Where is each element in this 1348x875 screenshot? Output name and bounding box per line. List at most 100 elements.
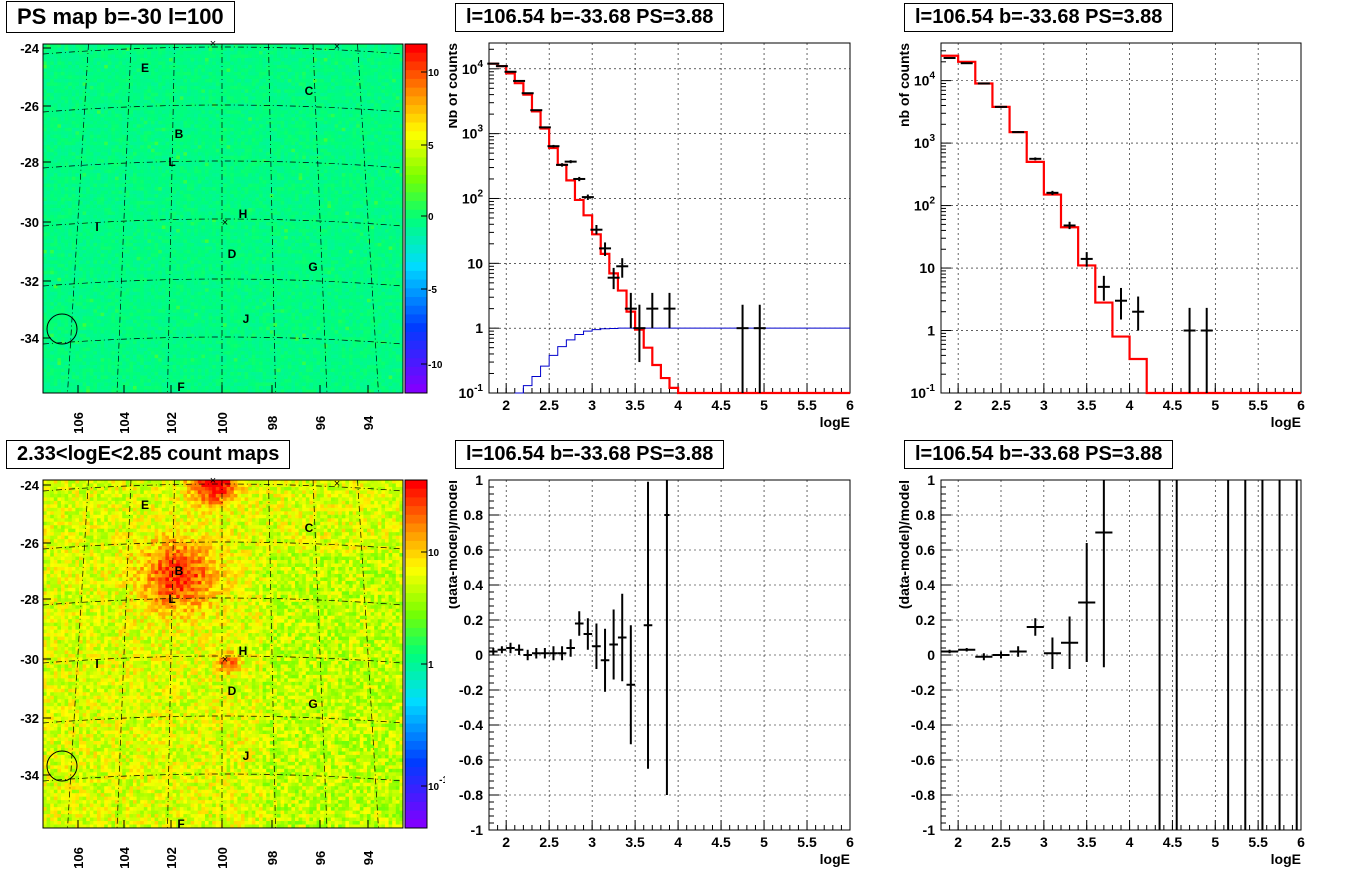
y-axis-label: (data-model)/model <box>449 480 460 609</box>
y-tick-label: -0.8 <box>911 787 935 803</box>
map-y-tick-label: -34 <box>20 331 40 346</box>
source-marker: × <box>210 38 216 50</box>
map-y-tick-label: -24 <box>20 41 40 56</box>
x-tick-label: 2 <box>954 397 962 413</box>
y-tick-label: 104 <box>914 71 936 89</box>
ps-map-panel: 106 104 102 100 98 96 94 -24 -26 -28 -30 -32 -34 E C B L… <box>0 0 445 437</box>
y-tick-label: 0 <box>475 647 483 663</box>
count-map-title: 2.33<logE<2.85 count maps <box>6 440 291 469</box>
colorbar-cell <box>405 645 427 655</box>
y-tick-label: 10 <box>467 255 483 271</box>
map-meridian <box>357 43 379 394</box>
colorbar-cell <box>405 270 427 281</box>
source-label: I <box>95 657 98 671</box>
colorbar-cell <box>405 488 427 498</box>
colorbar-cell <box>405 619 427 629</box>
source-label: J <box>243 312 250 326</box>
colorbar-cell <box>405 506 427 516</box>
colorbar-cell <box>405 375 427 385</box>
x-tick-label: 2 <box>502 397 510 413</box>
y-axis-label: Nb of counts <box>449 43 460 129</box>
source-label: I <box>95 220 98 234</box>
map-y-tick-label: -32 <box>20 711 39 726</box>
y-tick-label: 103 <box>462 124 484 142</box>
source-label: J <box>243 749 250 763</box>
map-y-tick-label: -24 <box>20 478 40 493</box>
map-y-tick-label: -30 <box>20 652 39 667</box>
colorbar-cell <box>405 662 427 672</box>
colorbar-cell <box>405 627 427 638</box>
map-parallel <box>42 104 404 113</box>
map-parallel <box>42 336 404 345</box>
map-x-tick-label: 106 <box>71 847 86 869</box>
colorbar-cell <box>405 340 427 350</box>
spectrum-panel-right: 2 2.5 3 3.5 4 4.5 5 5.5 6 104 103 102 10 1 10-1 logE nb … <box>898 0 1348 437</box>
y-tick-label: -0.6 <box>459 752 483 768</box>
y-tick-label: 0.2 <box>916 612 936 628</box>
colorbar-cell <box>405 540 427 551</box>
colorbar-cell <box>405 349 427 359</box>
x-tick-label: 2.5 <box>539 834 559 850</box>
map-x-tick-label: 98 <box>265 851 280 865</box>
map-y-tick-label: -28 <box>20 155 39 170</box>
map-x-tick-label: 104 <box>117 411 132 433</box>
map-x-tick-label: 106 <box>71 412 86 434</box>
colorbar-cell <box>405 227 427 237</box>
colorbar-cell <box>405 105 427 115</box>
x-tick-label: 5.5 <box>797 834 817 850</box>
map-meridian <box>67 43 89 394</box>
map-meridian <box>116 43 132 394</box>
x-tick-label: 3.5 <box>1077 397 1097 413</box>
colorbar-cell <box>405 70 427 80</box>
source-label: C <box>305 521 314 535</box>
residual-panel-left: 2 2.5 3 3.5 4 4.5 5 5.5 6 1 0.8 0.6 0.4 0.2 0 -0.2 -0.4 -… <box>449 437 898 875</box>
y-tick-label: 0.4 <box>916 577 936 593</box>
x-tick-label: 2 <box>502 834 510 850</box>
map-y-tick-label: -26 <box>20 536 39 551</box>
colorbar-cell <box>405 218 427 228</box>
colorbar-cell <box>405 601 427 611</box>
colorbar-cell <box>405 192 427 202</box>
x-tick-label: 4 <box>1126 834 1134 850</box>
y-tick-label: 1 <box>927 323 935 339</box>
x-tick-label: 5 <box>760 834 768 850</box>
colorbar-cell <box>405 497 427 507</box>
y-tick-label: -0.8 <box>459 787 483 803</box>
source-label: F <box>177 817 184 831</box>
colorbar-tick-label: -5 <box>428 285 437 296</box>
x-tick-label: 5.5 <box>1248 834 1268 850</box>
map-parallel <box>42 46 404 55</box>
map-x-tick-label: 96 <box>313 851 328 865</box>
colorbar-cell <box>405 122 427 132</box>
colorbar-cell <box>405 244 427 254</box>
colorbar-tick-label: 10 <box>428 68 440 79</box>
map-y-tick-label: -28 <box>20 592 39 607</box>
x-tick-label: 3.5 <box>625 834 645 850</box>
x-tick-label: 4.5 <box>1163 397 1183 413</box>
colorbar-cell <box>405 697 427 707</box>
map-parallel <box>42 483 404 492</box>
colorbar-cell <box>405 532 427 542</box>
colorbar-cell <box>405 610 427 620</box>
x-tick-label: 5 <box>1211 834 1219 850</box>
colorbar-cell <box>405 671 427 681</box>
y-tick-label: -0.6 <box>911 752 935 768</box>
x-axis-label: logE <box>1271 851 1301 867</box>
x-tick-label: 3 <box>588 397 596 413</box>
colorbar-cell <box>405 288 427 298</box>
colorbar-cell <box>405 366 427 377</box>
y-tick-label: 10 <box>919 260 935 276</box>
spectrum-chart-right: 2 2.5 3 3.5 4 4.5 5 5.5 610410310210110-1logEnb … <box>898 42 1305 430</box>
map-frame <box>42 43 404 394</box>
colorbar-tick-label: 0 <box>428 212 434 223</box>
source-label: F <box>177 380 184 394</box>
colorbar-cell <box>405 575 427 585</box>
x-tick-label: 5.5 <box>1248 397 1268 413</box>
map-meridian <box>116 479 132 829</box>
colorbar-cell <box>405 78 427 89</box>
colorbar-cell <box>405 384 427 394</box>
colorbar-cell <box>405 201 427 211</box>
y-tick-label: -0.2 <box>459 682 483 698</box>
plot-frame <box>488 42 851 394</box>
colorbar-cell <box>405 183 427 193</box>
